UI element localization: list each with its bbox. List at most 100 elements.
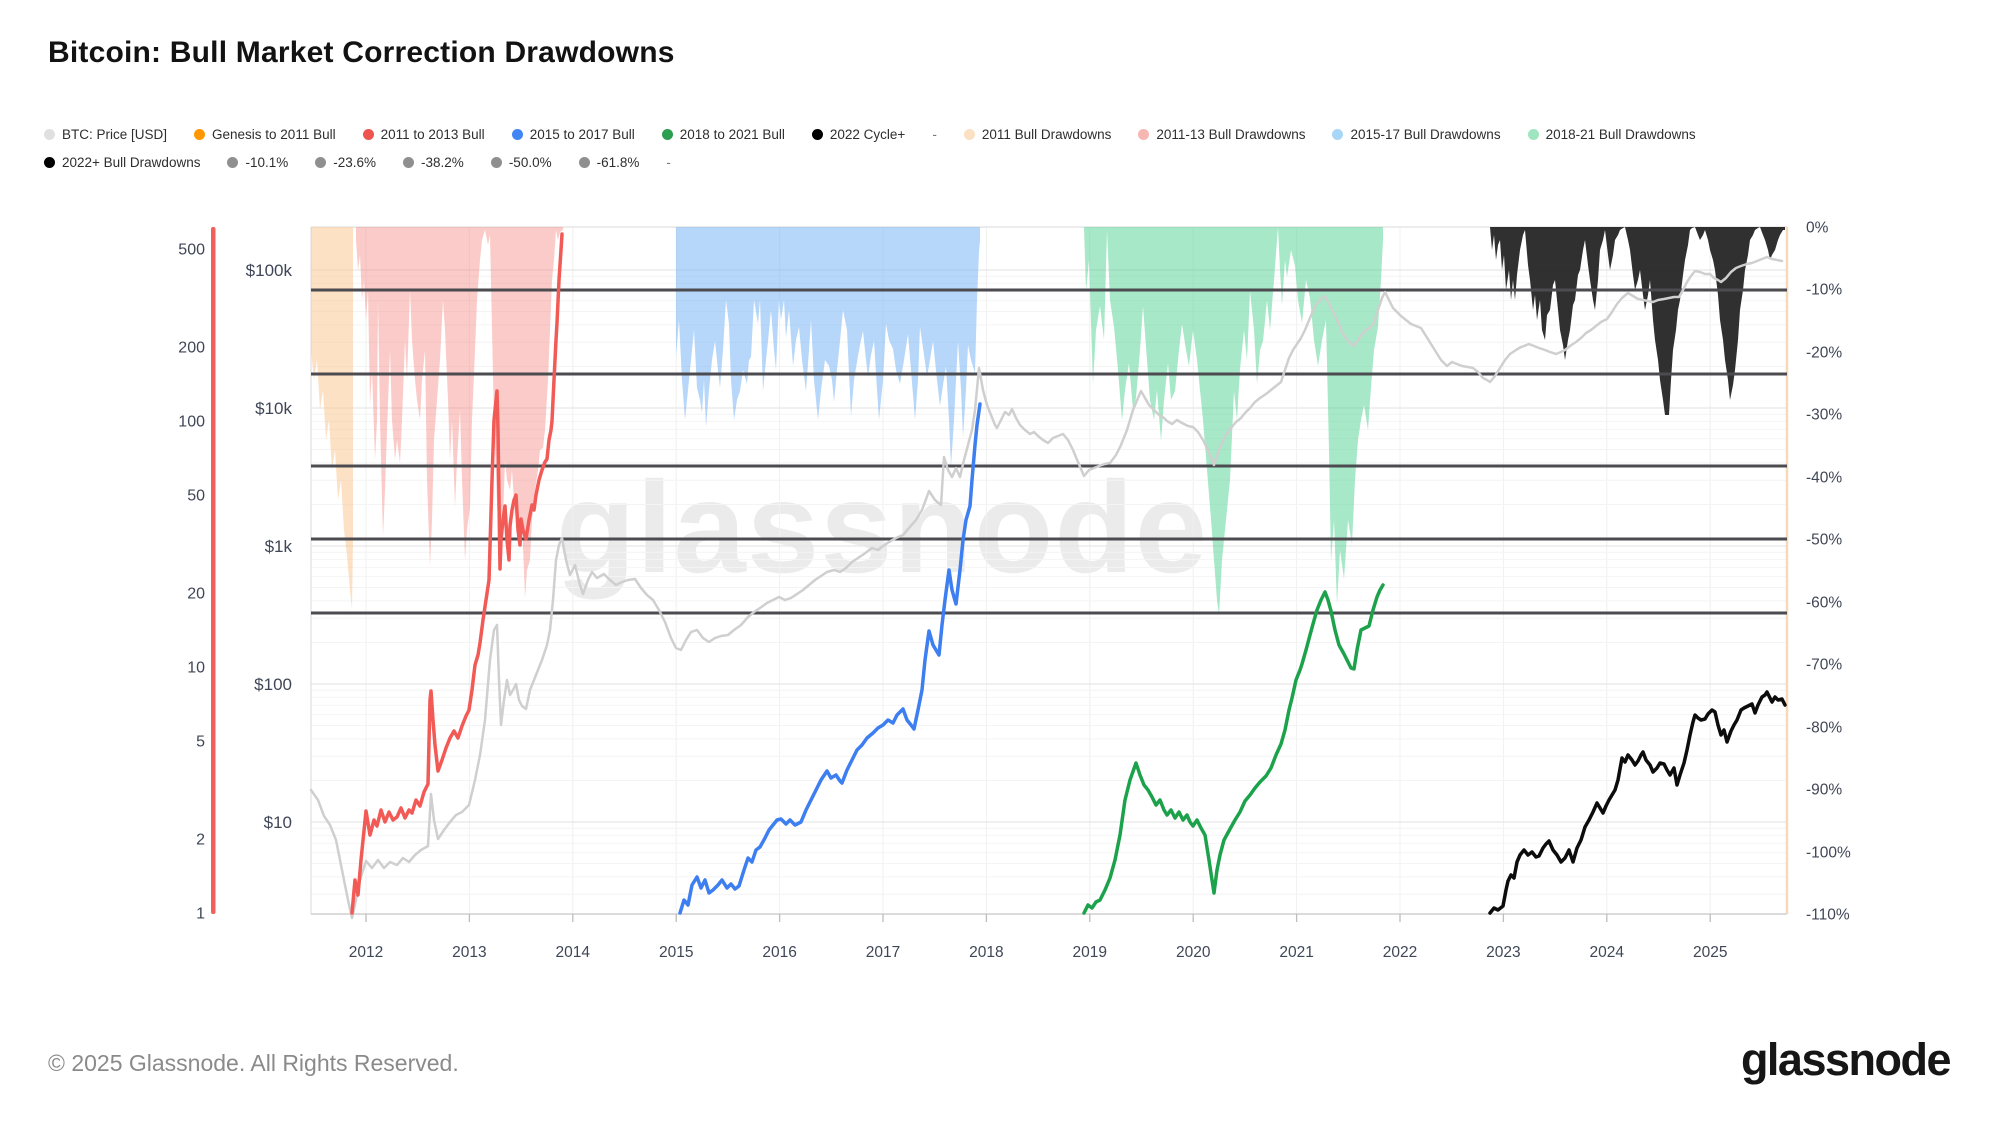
svg-text:2025: 2025 [1693, 944, 1727, 961]
svg-text:2017: 2017 [866, 944, 900, 961]
legend-r1-item-8[interactable]: 2011-13 Bull Drawdowns [1138, 127, 1305, 142]
svg-text:-110%: -110% [1806, 907, 1850, 924]
fill-2011-bull-drawdowns [311, 227, 353, 610]
legend-dot-icon [1527, 129, 1539, 140]
svg-text:10: 10 [187, 660, 205, 677]
svg-text:2014: 2014 [556, 944, 591, 961]
fill-2018-21-bull-drawdowns [1084, 227, 1383, 615]
svg-text:2021: 2021 [1279, 944, 1313, 961]
svg-text:$100: $100 [254, 675, 292, 694]
legend-r2-item-4[interactable]: -50.0% [490, 155, 552, 170]
series-2018-to-2021-bull [1082, 583, 1385, 915]
legend-dot-icon [511, 129, 523, 140]
legend-r1-item-7[interactable]: 2011 Bull Drawdowns [963, 127, 1111, 142]
left-axis-bar [211, 227, 216, 914]
copyright-text: © 2025 Glassnode. All Rights Reserved. [48, 1050, 459, 1076]
series-2011-to-2013-bull [350, 232, 564, 915]
svg-text:$100k: $100k [246, 261, 293, 280]
svg-text:2024: 2024 [1590, 944, 1625, 961]
legend-dot-icon [490, 157, 502, 168]
fill-2015-17-bull-drawdowns [676, 227, 980, 466]
svg-text:2013: 2013 [452, 944, 486, 961]
legend-r1-item-4[interactable]: 2018 to 2021 Bull [661, 127, 785, 142]
svg-text:-10%: -10% [1806, 282, 1842, 299]
gridlines [310, 226, 1789, 915]
legend-row-2: 2022+ Bull Drawdowns -10.1% -23.6% -38.2% -5… [44, 155, 671, 170]
svg-text:2018: 2018 [969, 944, 1003, 961]
legend-label: 2018-21 Bull Drawdowns [1545, 127, 1696, 142]
legend-dot-icon [578, 157, 590, 168]
legend-row-1: BTC: Price [USD] Genesis to 2011 Bull 2011… [44, 127, 1696, 142]
svg-text:2022: 2022 [1383, 944, 1417, 961]
legend-label: - [932, 127, 937, 142]
legend-label: 2015 to 2017 Bull [529, 127, 635, 142]
svg-text:5: 5 [196, 734, 205, 751]
legend-label: 2011-13 Bull Drawdowns [1156, 127, 1306, 142]
legend-dot-icon [403, 157, 415, 168]
series-btc-price-usd- [309, 255, 1784, 920]
legend-r2-item-2[interactable]: -23.6% [315, 155, 376, 170]
svg-text:2023: 2023 [1486, 944, 1520, 961]
svg-text:-50%: -50% [1806, 532, 1842, 549]
legend-r1-item-1[interactable]: Genesis to 2011 Bull [194, 127, 336, 142]
legend-r1-item-9[interactable]: 2015-17 Bull Drawdowns [1332, 127, 1501, 142]
legend-label: BTC: Price [USD] [62, 127, 168, 142]
glassnode-logo: glassnode [1740, 1034, 1952, 1085]
svg-text:0%: 0% [1806, 220, 1829, 237]
svg-text:1: 1 [196, 906, 205, 923]
drawdown-fills [311, 227, 1785, 615]
legend-dot-icon [227, 157, 239, 168]
svg-text:-30%: -30% [1806, 407, 1842, 424]
svg-text:20: 20 [187, 586, 205, 603]
legend-r2-item-1[interactable]: -10.1% [227, 155, 288, 170]
legend-dot-icon [811, 129, 823, 140]
svg-text:50: 50 [187, 488, 205, 505]
svg-text:2019: 2019 [1073, 944, 1107, 961]
legend-dot-icon [1138, 129, 1150, 140]
legend-dot-icon [661, 129, 673, 140]
legend-label: -38.2% [421, 155, 464, 170]
svg-text:$10: $10 [264, 813, 292, 832]
series-2022-cycle- [1488, 690, 1787, 915]
legend-dot-icon [44, 129, 55, 140]
svg-text:$10k: $10k [255, 399, 292, 418]
legend-dot-icon [1332, 129, 1344, 140]
svg-text:2015: 2015 [659, 944, 693, 961]
legend-r1-item-6[interactable]: - [932, 127, 937, 142]
legend-r1-item-0[interactable]: BTC: Price [USD] [44, 127, 167, 142]
svg-text:2: 2 [196, 832, 205, 849]
legend-r1-item-3[interactable]: 2015 to 2017 Bull [511, 127, 635, 142]
legend-label: Genesis to 2011 Bull [212, 127, 336, 142]
legend-r1-item-2[interactable]: 2011 to 2013 Bull [362, 127, 485, 142]
axes: 2012 2013 2014 2015 2016 2017 2018 2019 2020 2021… [178, 220, 1851, 962]
svg-text:500: 500 [178, 242, 205, 259]
price-series [309, 232, 1787, 920]
svg-text:-100%: -100% [1806, 845, 1851, 862]
fill-2022-bull-drawdowns [1490, 227, 1785, 415]
legend-label: 2022 Cycle+ [829, 127, 906, 142]
legend-dot-icon [44, 157, 55, 168]
svg-text:$1k: $1k [265, 537, 293, 556]
svg-text:2016: 2016 [762, 944, 796, 961]
legend-r2-item-3[interactable]: -38.2% [403, 155, 464, 170]
svg-text:-60%: -60% [1806, 595, 1842, 612]
legend-label: -10.1% [245, 155, 289, 170]
legend-r2-item-5[interactable]: -61.8% [578, 155, 639, 170]
legend-label: 2018 to 2021 Bull [679, 127, 785, 142]
svg-text:2020: 2020 [1176, 944, 1211, 961]
legend-dot-icon [315, 157, 327, 168]
legend-label: 2022+ Bull Drawdowns [62, 155, 201, 170]
glassnode-watermark: glassnode [556, 454, 1208, 600]
legend-r2-item-6[interactable]: - [666, 155, 671, 170]
svg-text:-70%: -70% [1806, 657, 1842, 674]
fill-2011-13-bull-drawdowns [356, 227, 563, 598]
svg-text:-90%: -90% [1806, 782, 1842, 799]
svg-text:2012: 2012 [349, 944, 383, 961]
legend-r1-item-10[interactable]: 2018-21 Bull Drawdowns [1527, 127, 1696, 142]
legend-r1-item-5[interactable]: 2022 Cycle+ [811, 127, 906, 142]
svg-text:-40%: -40% [1806, 470, 1842, 487]
series-2015-to-2017-bull [678, 402, 982, 915]
legend-label: -50.0% [508, 155, 552, 170]
legend-r2-item-0[interactable]: 2022+ Bull Drawdowns [44, 155, 200, 170]
